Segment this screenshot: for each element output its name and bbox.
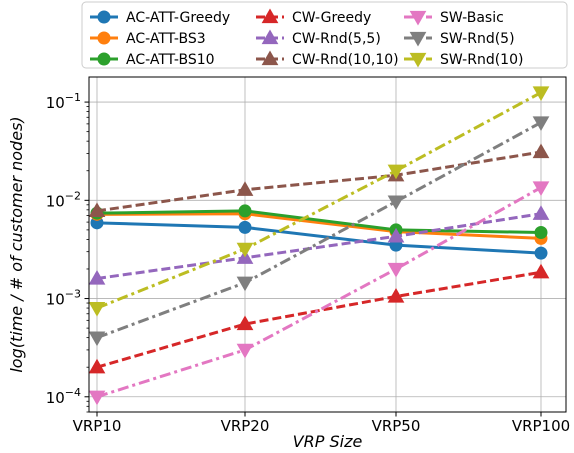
series-sw-basic	[88, 181, 550, 406]
y-axis-label: log(time / # of customer nodes)	[7, 116, 26, 372]
y-tick-label: 10−2	[46, 189, 81, 210]
y-tick-label: 10−3	[46, 288, 81, 309]
series-cw-greedy	[88, 263, 550, 374]
data-point	[236, 181, 254, 196]
series-line	[96, 221, 542, 255]
data-point	[534, 246, 548, 260]
data-point	[532, 205, 550, 220]
y-tick-label: 10−4	[46, 386, 81, 407]
y-tick-base: 10	[46, 192, 65, 210]
legend-item: SW-Rnd(5)	[404, 31, 515, 47]
series-ac-att-greedy	[90, 216, 548, 260]
data-point	[88, 301, 106, 317]
data-point	[532, 181, 550, 197]
data-point	[387, 227, 405, 243]
x-tick-label: VRP50	[372, 417, 421, 435]
data-point	[88, 390, 106, 406]
grid-lines	[89, 77, 566, 412]
legend-label: AC-ATT-BS3	[126, 31, 206, 47]
legend-item: CW-Rnd(5,5)	[256, 29, 381, 47]
data-point	[387, 195, 405, 211]
series-line	[96, 209, 542, 235]
series-cw-rnd-5-5-	[88, 205, 550, 285]
data-point	[236, 276, 254, 292]
y-tick-exponent: −4	[65, 386, 81, 399]
y-tick-exponent: −1	[65, 91, 81, 104]
data-point	[387, 262, 405, 278]
data-point	[238, 220, 252, 234]
data-point	[534, 226, 548, 240]
data-point	[236, 343, 254, 359]
legend-label: AC-ATT-Greedy	[126, 10, 230, 26]
legend: AC-ATT-Greedy AC-ATT-BS3 AC-ATT-BS10 CW-Gre…	[81, 1, 568, 69]
legend-marker	[409, 10, 427, 26]
data-point	[236, 242, 254, 258]
series-sw-rnd-5-	[88, 116, 550, 347]
legend-label: SW-Basic	[440, 10, 504, 26]
legend-label: SW-Rnd(5)	[440, 31, 515, 47]
legend-marker	[97, 52, 111, 66]
series-sw-rnd-10-	[88, 86, 550, 317]
data-point	[88, 202, 106, 218]
legend-marker	[97, 31, 111, 45]
data-point	[88, 358, 106, 374]
legend-label: SW-Rnd(10)	[440, 52, 523, 68]
x-axis-label: VRP Size	[293, 432, 363, 451]
y-tick-base: 10	[46, 291, 65, 309]
y-tick-label: 10−1	[46, 91, 81, 112]
data-point	[532, 143, 550, 159]
data-point	[88, 269, 106, 285]
x-tick-label: VRP20	[221, 417, 270, 435]
legend-item: AC-ATT-BS3	[90, 31, 206, 47]
legend-marker	[261, 8, 279, 24]
legend-item: SW-Basic	[404, 10, 504, 26]
legend-label: CW-Greedy	[292, 10, 371, 26]
series-line	[96, 121, 542, 340]
series-line	[96, 212, 542, 280]
data-point	[236, 315, 254, 331]
legend-label: CW-Rnd(10,10)	[292, 52, 399, 68]
series-line	[96, 212, 542, 240]
legend-marker	[409, 52, 427, 68]
series-line	[96, 150, 542, 213]
data-point	[387, 287, 405, 303]
series-line	[96, 270, 542, 369]
legend-item: SW-Rnd(10)	[404, 52, 523, 68]
legend-marker	[409, 31, 427, 47]
series-layer	[88, 86, 550, 406]
x-axis: VRP10 VRP20 VRP50 VRP100	[73, 412, 570, 435]
y-tick-exponent: −2	[65, 189, 81, 202]
data-point	[238, 204, 252, 218]
data-point	[532, 263, 550, 279]
data-point	[532, 116, 550, 131]
series-line	[96, 91, 542, 310]
plot-frame	[88, 76, 567, 413]
legend-marker	[261, 29, 279, 45]
legend-box	[81, 1, 568, 69]
legend-item: CW-Rnd(10,10)	[256, 50, 399, 68]
y-tick-base: 10	[46, 389, 65, 407]
legend-item: AC-ATT-Greedy	[90, 10, 230, 26]
legend-label: AC-ATT-BS10	[126, 52, 215, 68]
legend-marker	[97, 10, 111, 24]
legend-item: AC-ATT-BS10	[90, 52, 215, 68]
data-point	[387, 164, 405, 180]
data-point	[532, 86, 550, 102]
x-tick-label: VRP10	[73, 417, 122, 435]
legend-item: CW-Greedy	[256, 8, 371, 26]
legend-label: CW-Rnd(5,5)	[292, 31, 381, 47]
legend-marker	[261, 50, 279, 66]
data-point	[88, 331, 106, 347]
y-axis: 10−410−310−210−1	[46, 91, 89, 413]
y-tick-base: 10	[46, 94, 65, 112]
y-tick-exponent: −3	[65, 288, 81, 301]
x-tick-label: VRP100	[512, 417, 570, 435]
